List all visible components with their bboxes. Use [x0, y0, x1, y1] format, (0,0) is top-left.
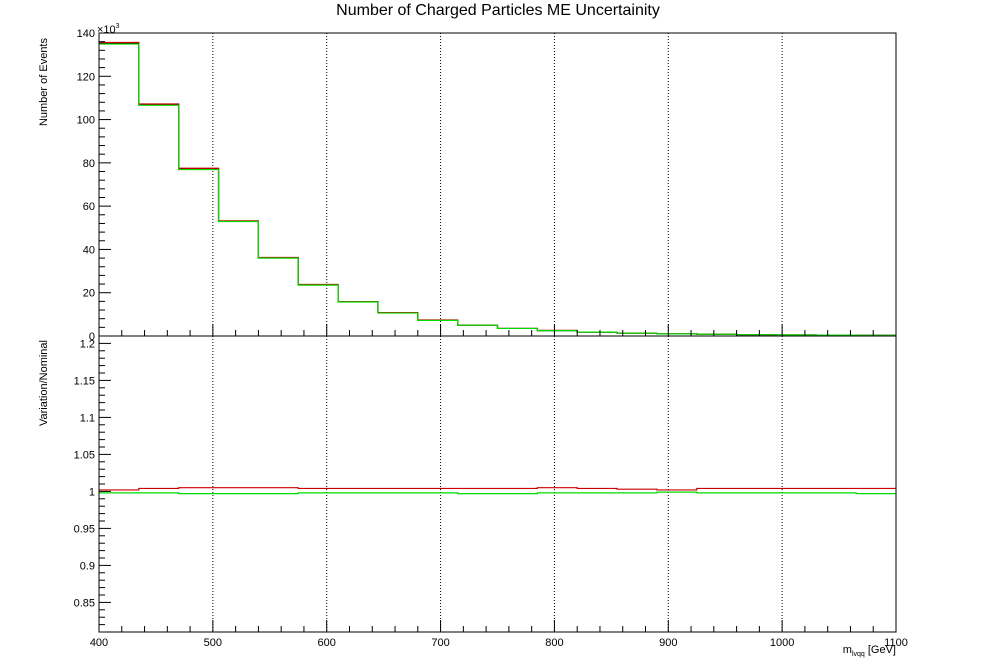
top-y-axis: 0 20 40 60 80 100 120 140 — [77, 28, 111, 343]
x-tick-label-900: 900 — [659, 637, 677, 649]
top-y-tick-label-120: 120 — [77, 71, 95, 83]
bottom-y-tick-label-5: 1.1 — [80, 412, 95, 424]
chart-title: Number of Charged Particles ME Uncertain… — [336, 2, 660, 19]
y-multiplier-exponent: 3 — [116, 23, 120, 30]
x-axis-label-main: m — [843, 644, 852, 656]
top-grid — [212, 33, 783, 336]
bottom-y-axis: 0.85 0.9 0.95 1 1.05 1.1 1.15 1.2 — [74, 335, 111, 633]
top-y-tick-label-20: 20 — [83, 288, 95, 300]
bottom-y-tick-label-7: 1.2 — [80, 338, 95, 350]
y-multiplier-base: ×10 — [97, 24, 116, 36]
top-y-tick-label-80: 80 — [83, 158, 95, 170]
x-axis-label-unit: [GeV] — [865, 644, 896, 656]
bottom-y-tick-label-2: 0.95 — [74, 523, 95, 535]
x-axis-label: mlvqq [GeV] — [843, 644, 896, 658]
x-tick-label-1000: 1000 — [770, 637, 794, 649]
x-tick-label-600: 600 — [318, 637, 336, 649]
top-y-tick-label-60: 60 — [83, 201, 95, 213]
x-tick-label-800: 800 — [545, 637, 563, 649]
top-y-tick-label-140: 140 — [77, 28, 95, 40]
bottom-y-tick-label-3: 1 — [89, 486, 95, 498]
x-axis-label-subscript: lvqq — [852, 651, 865, 658]
bottom-y-tick-label-6: 1.15 — [74, 375, 95, 387]
x-axis: 400 500 600 700 800 900 1000 1100 — [90, 324, 908, 649]
bottom-series-1-line — [99, 491, 896, 495]
x-tick-label-700: 700 — [431, 637, 449, 649]
bottom-series-0-line — [99, 487, 896, 491]
top-y-tick-label-40: 40 — [83, 244, 95, 256]
y-multiplier-label: ×103 — [97, 23, 120, 36]
bottom-series-group — [99, 487, 896, 495]
bottom-y-tick-label-1: 0.9 — [80, 560, 95, 572]
top-series-group — [99, 41, 896, 336]
x-tick-label-400: 400 — [90, 637, 108, 649]
top-series-2-line — [99, 43, 896, 336]
x-tick-label-1100: 1100 — [884, 637, 908, 649]
bottom-y-tick-label-4: 1.05 — [74, 449, 95, 461]
bottom-y-tick-label-0: 0.85 — [74, 597, 95, 609]
top-y-axis-label: Number of Events — [38, 38, 50, 127]
bottom-grid — [212, 336, 783, 632]
x-tick-label-500: 500 — [204, 637, 222, 649]
bottom-plot-frame — [98, 335, 897, 633]
top-y-tick-label-100: 100 — [77, 115, 95, 127]
top-y-tick-label-0: 0 — [89, 331, 95, 343]
bottom-y-axis-label: Variation/Nominal — [38, 340, 50, 426]
